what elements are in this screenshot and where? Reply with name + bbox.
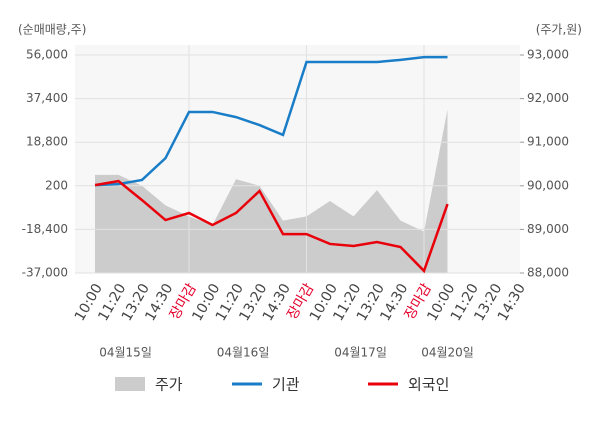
y-tick-label: 18,800 — [26, 135, 68, 149]
y2-tick-label: 91,000 — [527, 135, 569, 149]
y2-tick-label: 92,000 — [527, 91, 569, 105]
legend-label: 외국인 — [408, 376, 449, 394]
y2-tick-label: 93,000 — [527, 48, 569, 62]
y-tick-label: -18,400 — [22, 222, 68, 236]
y-tick-label: 37,400 — [26, 91, 68, 105]
y-tick-label: 200 — [45, 178, 68, 192]
price-area — [95, 109, 448, 273]
y2-tick-label: 88,000 — [527, 266, 569, 280]
y2-tick-label: 89,000 — [527, 222, 569, 236]
date-label: 04월16일 — [217, 346, 270, 360]
legend-label: 기관 — [272, 376, 300, 394]
date-label: 04월15일 — [99, 346, 152, 360]
y-tick-label: -37,000 — [22, 266, 68, 280]
y2-axis-title: (주가,원) — [536, 23, 582, 37]
series-line — [94, 55, 448, 187]
y-axis-title: (순매매량,주) — [18, 23, 86, 37]
series-line — [94, 179, 449, 274]
y-tick-label: 56,000 — [26, 48, 68, 62]
y2-tick-label: 90,000 — [527, 178, 569, 192]
legend-swatch — [115, 377, 145, 391]
date-label: 04월20일 — [421, 346, 474, 360]
date-label: 04월17일 — [334, 346, 387, 360]
legend-label: 주가 — [155, 376, 183, 394]
